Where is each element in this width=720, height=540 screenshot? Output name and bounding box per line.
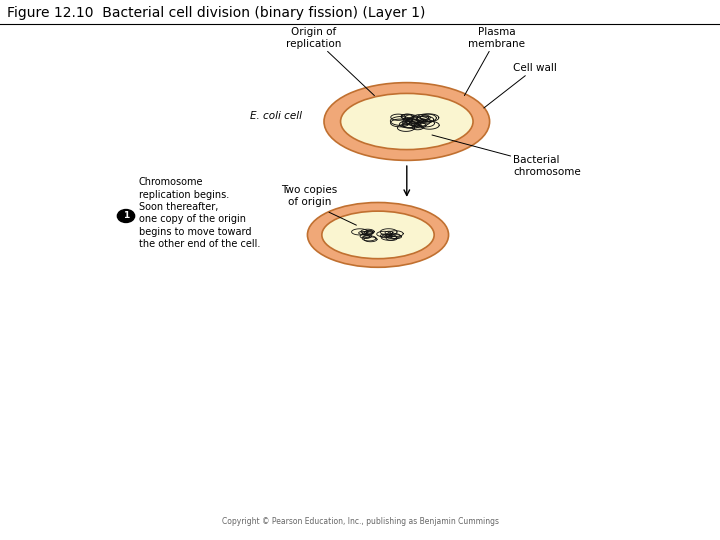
- Text: Plasma
membrane: Plasma membrane: [464, 27, 526, 96]
- Ellipse shape: [324, 83, 490, 160]
- Circle shape: [117, 210, 135, 222]
- Text: E. coli cell: E. coli cell: [251, 111, 302, 121]
- Text: Cell wall: Cell wall: [484, 63, 557, 108]
- Text: Bacterial
chromosome: Bacterial chromosome: [432, 135, 581, 177]
- Text: Origin of
replication: Origin of replication: [286, 27, 374, 96]
- Text: Copyright © Pearson Education, Inc., publishing as Benjamin Cummings: Copyright © Pearson Education, Inc., pub…: [222, 517, 498, 526]
- Text: Chromosome
replication begins.
Soon thereafter,
one copy of the origin
begins to: Chromosome replication begins. Soon ther…: [139, 177, 261, 249]
- Text: 1: 1: [123, 212, 129, 220]
- Ellipse shape: [307, 202, 449, 267]
- Ellipse shape: [322, 211, 434, 259]
- Ellipse shape: [341, 93, 473, 150]
- Text: Figure 12.10  Bacterial cell division (binary fission) (Layer 1): Figure 12.10 Bacterial cell division (bi…: [7, 6, 426, 21]
- Text: Two copies
of origin: Two copies of origin: [282, 185, 338, 207]
